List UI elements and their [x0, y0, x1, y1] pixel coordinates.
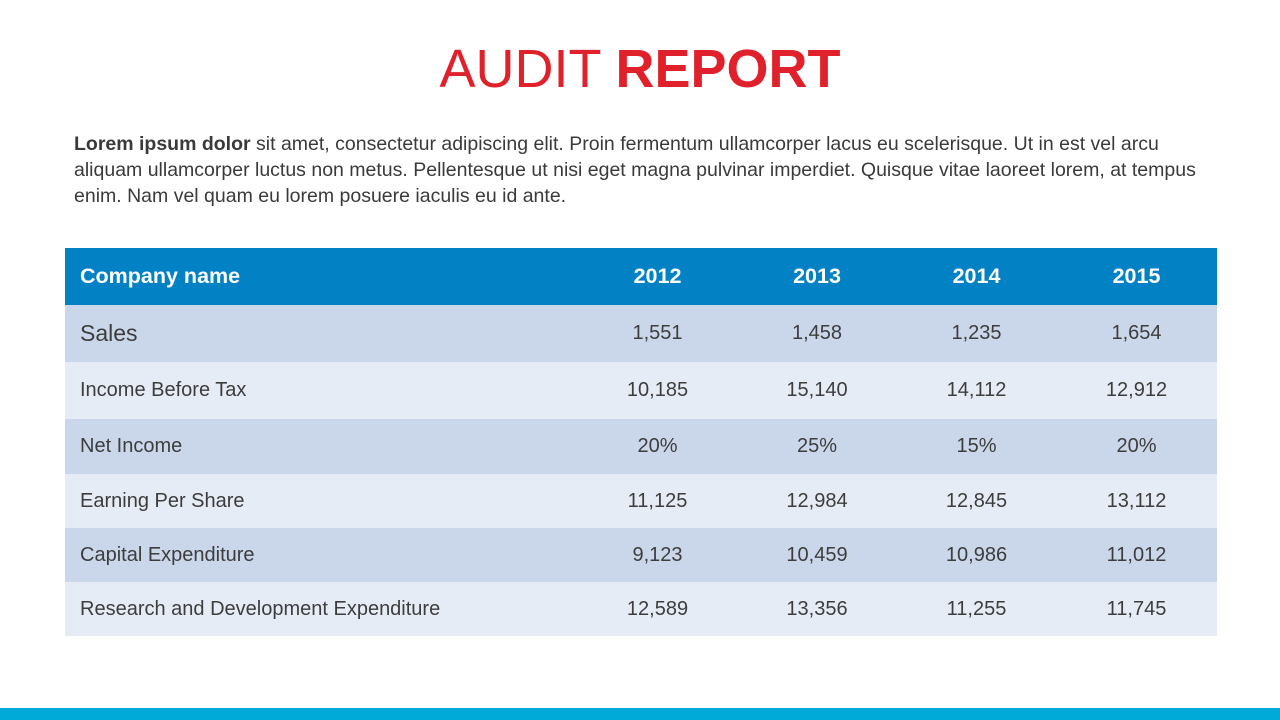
row-label: Sales [80, 320, 138, 346]
cell-value: 11,745 [1106, 597, 1167, 620]
row-label: Income Before Tax [80, 379, 247, 401]
cell-value: 13,112 [1106, 489, 1167, 512]
cell-value: 1,458 [791, 322, 843, 344]
intro-text: sit amet, consectetur adipiscing elit. P… [74, 133, 1196, 207]
page-title: AUDIT REPORT [0, 36, 1280, 102]
table-header-row: Company name 2012 2013 2014 2015 [65, 248, 1217, 305]
cell-value: 11,125 [627, 489, 688, 512]
intro-paragraph: Lorem ipsum dolor sit amet, consectetur … [74, 131, 1204, 209]
header-year-2013: 2013 [793, 264, 841, 288]
row-label: Research and Development Expenditure [80, 597, 441, 620]
row-label: Earning Per Share [80, 489, 245, 512]
cell-value: 20% [637, 435, 678, 457]
table-row-sales: Sales 1,551 1,458 1,235 1,654 [65, 305, 1217, 362]
cell-value: 9,123 [632, 543, 683, 566]
cell-value: 15,140 [786, 379, 848, 401]
cell-value: 14,112 [946, 379, 1007, 401]
cell-value: 10,986 [945, 543, 1008, 566]
cell-value: 11,255 [946, 597, 1007, 620]
row-label: Net Income [80, 435, 183, 457]
cell-value: 13,356 [786, 597, 848, 620]
cell-value: 12,984 [786, 489, 848, 512]
table-row-research-development: Research and Development Expenditure 12,… [65, 582, 1217, 636]
bottom-accent-bar [0, 708, 1280, 720]
cell-value: 12,589 [626, 597, 689, 620]
cell-value: 15% [956, 435, 997, 457]
header-year-2015: 2015 [1112, 264, 1161, 288]
cell-value: 1,654 [1111, 322, 1162, 344]
header-year-2014: 2014 [952, 264, 1001, 288]
cell-value: 10,185 [626, 379, 689, 401]
table-row-earning-per-share: Earning Per Share 11,125 12,984 12,845 1… [65, 474, 1217, 528]
cell-value: 12,912 [1105, 379, 1168, 401]
row-label: Capital Expenditure [80, 543, 255, 566]
cell-value: 12,845 [945, 489, 1008, 512]
cell-value: 10,459 [786, 543, 848, 566]
intro-lead: Lorem ipsum dolor [74, 133, 251, 155]
table-row-capital-expenditure: Capital Expenditure 9,123 10,459 10,986 … [65, 528, 1217, 582]
header-year-2012: 2012 [633, 264, 682, 288]
cell-value: 20% [1116, 435, 1157, 457]
cell-value: 1,551 [632, 322, 683, 344]
title-light: AUDIT [439, 39, 616, 99]
cell-value: 1,235 [951, 322, 1002, 344]
cell-value: 25% [796, 435, 838, 457]
table-row-net-income: Net Income 20% 25% 15% 20% [65, 419, 1217, 474]
audit-table: Company name 2012 2013 2014 2015 Sales 1… [65, 248, 1217, 636]
header-company-name: Company name [80, 264, 241, 288]
title-bold: REPORT [615, 39, 841, 99]
table-row-income-before-tax: Income Before Tax 10,185 15,140 14,112 1… [65, 362, 1217, 419]
cell-value: 11,012 [1106, 543, 1167, 566]
